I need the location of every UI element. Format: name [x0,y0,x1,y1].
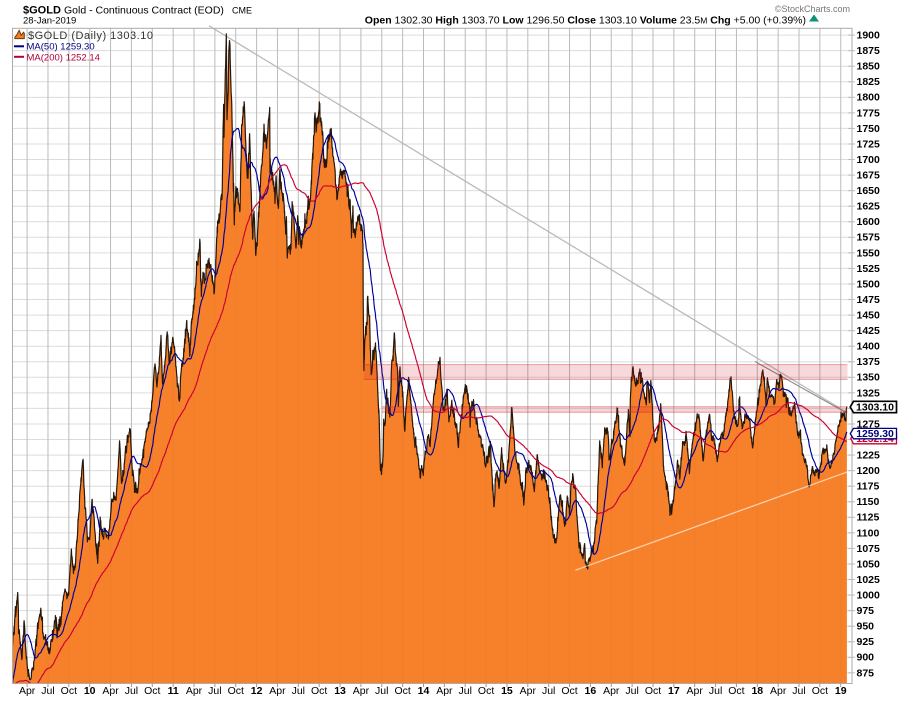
svg-text:1175: 1175 [857,481,880,493]
svg-text:1775: 1775 [857,107,881,119]
svg-text:1725: 1725 [857,138,881,150]
svg-text:1100: 1100 [857,527,880,539]
svg-text:$GOLD: $GOLD [23,5,61,17]
svg-text:1350: 1350 [857,372,881,384]
svg-text:1025: 1025 [857,574,881,586]
svg-text:1750: 1750 [857,123,881,135]
svg-text:Apr: Apr [269,685,286,697]
svg-text:1550: 1550 [857,247,881,259]
svg-text:Apr: Apr [770,685,787,697]
svg-text:1200: 1200 [857,465,881,477]
svg-text:Jul: Jul [792,685,805,697]
svg-text:1475: 1475 [857,294,881,306]
svg-text:Oct: Oct [478,685,494,697]
svg-text:MA(200) 1252.14: MA(200) 1252.14 [27,52,100,63]
svg-text:1325: 1325 [857,387,881,399]
svg-text:©StockCharts.com: ©StockCharts.com [775,4,850,14]
svg-text:950: 950 [857,621,875,633]
svg-text:1375: 1375 [857,356,881,368]
svg-text:14: 14 [418,685,430,697]
svg-text:1850: 1850 [857,61,881,73]
svg-text:1225: 1225 [857,449,881,461]
svg-text:Jul: Jul [459,685,472,697]
svg-text:925: 925 [857,636,875,648]
svg-text:Jul: Jul [292,685,305,697]
svg-text:Apr: Apr [436,685,453,697]
svg-text:28-Jan-2019: 28-Jan-2019 [23,16,76,27]
svg-text:1875: 1875 [857,45,881,57]
svg-text:1259.30: 1259.30 [856,429,894,440]
svg-text:$GOLD (Daily) 1303.10: $GOLD (Daily) 1303.10 [28,30,153,42]
svg-text:13: 13 [334,685,346,697]
svg-text:16: 16 [585,685,597,697]
svg-text:Apr: Apr [19,685,36,697]
svg-text:Jul: Jul [208,685,221,697]
svg-text:975: 975 [857,605,875,617]
svg-text:875: 875 [857,667,875,679]
svg-text:Oct: Oct [394,685,410,697]
svg-text:1125: 1125 [857,512,880,524]
svg-text:1450: 1450 [857,309,881,321]
svg-text:1800: 1800 [857,92,881,104]
svg-text:Oct: Oct [311,685,327,697]
svg-text:Apr: Apr [102,685,119,697]
svg-text:Open 1302.30 High 1303.70 Low: Open 1302.30 High 1303.70 Low 1296.50 Cl… [365,15,806,27]
svg-text:1675: 1675 [857,170,881,182]
svg-text:1303.10: 1303.10 [856,402,894,414]
svg-text:1150: 1150 [857,496,880,508]
svg-text:19: 19 [835,685,847,697]
svg-text:1000: 1000 [857,589,881,601]
svg-text:Jul: Jul [125,685,138,697]
svg-text:Jul: Jul [709,685,722,697]
svg-text:11: 11 [168,685,179,697]
svg-text:1252.14: 1252.14 [856,434,894,445]
svg-text:1525: 1525 [857,263,881,275]
svg-text:900: 900 [857,652,875,664]
svg-text:1425: 1425 [857,325,881,337]
svg-text:Apr: Apr [687,685,704,697]
svg-text:1275: 1275 [857,418,881,430]
svg-text:Jul: Jul [41,685,54,697]
svg-text:Oct: Oct [61,685,77,697]
svg-text:10: 10 [84,685,96,697]
svg-text:Oct: Oct [728,685,744,697]
svg-text:12: 12 [251,685,263,697]
svg-text:Jul: Jul [375,685,388,697]
svg-text:Apr: Apr [353,685,370,697]
svg-text:CME: CME [232,6,252,16]
svg-text:1600: 1600 [857,216,881,228]
svg-text:MA(50) 1259.30: MA(50) 1259.30 [27,42,95,53]
svg-text:15: 15 [501,685,513,697]
svg-text:1075: 1075 [857,543,881,555]
svg-text:18: 18 [751,685,763,697]
svg-text:Jul: Jul [542,685,555,697]
svg-text:1050: 1050 [857,558,881,570]
svg-text:Gold - Continuous Contract (EO: Gold - Continuous Contract (EOD) [64,5,224,17]
svg-text:1650: 1650 [857,185,881,197]
svg-text:Oct: Oct [228,685,244,697]
svg-text:17: 17 [668,685,680,697]
svg-text:1825: 1825 [857,76,881,88]
svg-text:Apr: Apr [186,685,203,697]
svg-text:Jul: Jul [625,685,638,697]
svg-text:1575: 1575 [857,232,881,244]
svg-text:1900: 1900 [857,30,881,42]
svg-text:Oct: Oct [812,685,828,697]
svg-text:Oct: Oct [645,685,661,697]
svg-text:1500: 1500 [857,278,881,290]
svg-text:Apr: Apr [603,685,620,697]
svg-text:Oct: Oct [144,685,160,697]
svg-text:Oct: Oct [561,685,577,697]
svg-text:Apr: Apr [520,685,537,697]
svg-text:1400: 1400 [857,341,881,353]
svg-text:1625: 1625 [857,201,881,213]
svg-text:1700: 1700 [857,154,881,166]
